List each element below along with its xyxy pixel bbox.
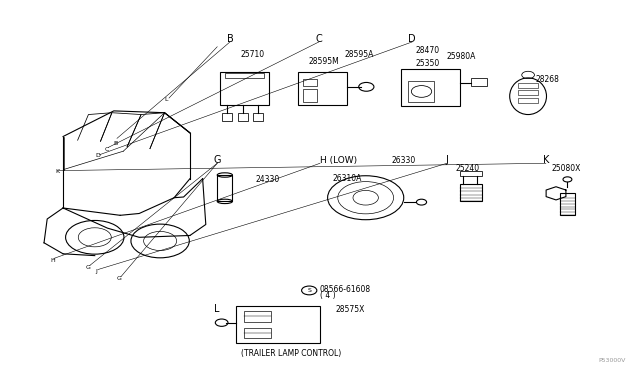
Text: K: K xyxy=(543,155,549,165)
Bar xyxy=(225,73,264,78)
Bar xyxy=(222,113,232,121)
Bar xyxy=(220,72,269,105)
Text: 24330: 24330 xyxy=(255,175,280,184)
Text: 25240: 25240 xyxy=(455,164,479,173)
Text: 28470: 28470 xyxy=(415,46,439,55)
Bar xyxy=(518,83,538,88)
Text: ( 4 ): ( 4 ) xyxy=(320,291,335,301)
Text: 26310A: 26310A xyxy=(333,174,362,183)
Text: G: G xyxy=(117,276,122,281)
Text: 28595M: 28595M xyxy=(308,57,339,66)
Text: 25080X: 25080X xyxy=(552,164,581,173)
Text: H: H xyxy=(50,257,54,263)
Bar xyxy=(408,81,434,102)
Bar xyxy=(471,78,488,86)
Text: (TRAILER LAMP CONTROL): (TRAILER LAMP CONTROL) xyxy=(241,349,342,357)
Text: 25350: 25350 xyxy=(415,59,440,68)
Text: 28268: 28268 xyxy=(536,75,559,84)
Bar xyxy=(236,306,320,343)
Bar xyxy=(303,89,317,102)
Text: G: G xyxy=(86,265,91,270)
Bar xyxy=(518,90,538,96)
Text: 08566-61608: 08566-61608 xyxy=(320,285,371,294)
Text: 28575X: 28575X xyxy=(336,305,365,314)
Text: K: K xyxy=(55,169,60,174)
Text: B: B xyxy=(113,141,118,146)
Bar xyxy=(244,328,271,339)
Text: P53000V: P53000V xyxy=(598,357,626,363)
Text: L: L xyxy=(214,304,220,314)
Bar xyxy=(253,113,263,121)
Text: D: D xyxy=(408,35,416,44)
Bar xyxy=(401,70,460,106)
Text: 25980A: 25980A xyxy=(447,52,476,61)
Bar xyxy=(303,79,317,86)
Bar xyxy=(460,184,483,201)
Bar xyxy=(217,175,232,201)
Bar xyxy=(518,98,538,103)
Bar xyxy=(298,72,348,105)
Text: B: B xyxy=(227,35,234,44)
Text: C: C xyxy=(104,147,109,152)
Text: D: D xyxy=(95,154,100,158)
Text: S: S xyxy=(307,288,311,293)
Bar xyxy=(244,311,271,321)
Text: J: J xyxy=(445,155,449,165)
Bar xyxy=(237,113,248,121)
Text: G: G xyxy=(214,155,221,165)
Text: L: L xyxy=(164,97,168,102)
Text: 26330: 26330 xyxy=(391,156,415,165)
Text: H (LOW): H (LOW) xyxy=(320,156,357,165)
Bar xyxy=(460,171,482,176)
Text: J: J xyxy=(96,269,98,273)
Bar xyxy=(560,193,575,215)
Text: C: C xyxy=(316,35,322,44)
Text: 25710: 25710 xyxy=(241,50,265,59)
Text: 28595A: 28595A xyxy=(344,50,374,59)
